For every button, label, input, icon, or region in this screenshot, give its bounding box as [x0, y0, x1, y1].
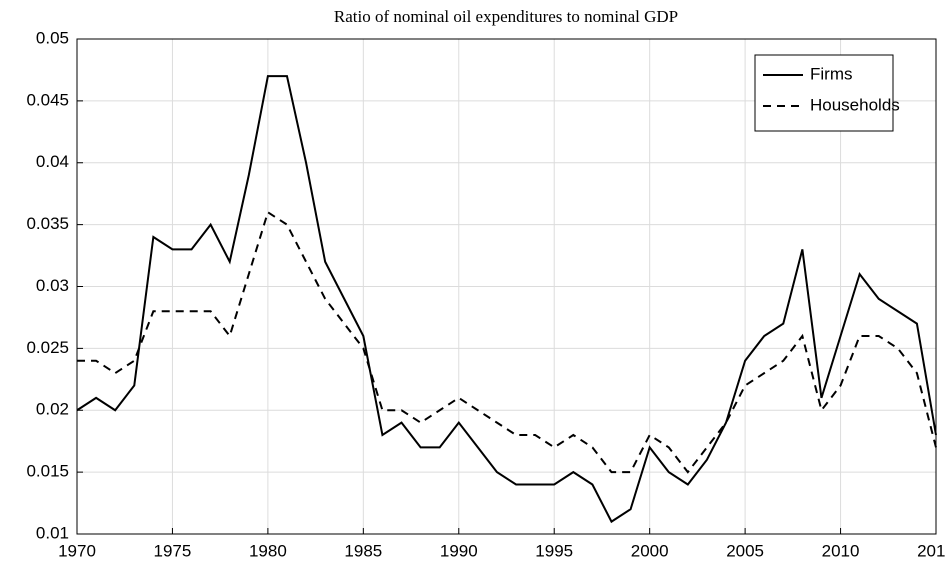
x-tick-label: 2000 [631, 541, 669, 560]
y-tick-label: 0.045 [26, 90, 69, 109]
legend-box [754, 54, 894, 132]
x-tick-label: 2015 [917, 541, 945, 560]
y-tick-label: 0.04 [36, 152, 69, 171]
plot-frame [76, 38, 937, 535]
y-tick-label: 0.05 [36, 28, 69, 47]
y-tick-label: 0.02 [36, 400, 69, 419]
x-tick-label: 1970 [58, 541, 96, 560]
x-tick-label: 1995 [535, 541, 573, 560]
x-tick-label: 1975 [154, 541, 192, 560]
legend-label: Households [810, 95, 900, 114]
x-tick-label: 1990 [440, 541, 478, 560]
series-line [76, 75, 937, 524]
x-tick-label: 2005 [726, 541, 764, 560]
series-line [77, 210, 937, 474]
y-tick-label: 0.035 [26, 214, 69, 233]
x-tick-label: 1985 [344, 541, 382, 560]
y-tick-label: 0.015 [26, 462, 69, 481]
y-tick-label: 0.03 [36, 276, 69, 295]
legend: Firms Households [754, 54, 900, 132]
chart-title: Ratio of nominal oil expenditures to nom… [334, 7, 678, 26]
x-tick-label: 1980 [249, 541, 287, 560]
x-tick-label: 2010 [822, 541, 860, 560]
legend-label: Firms [810, 64, 852, 83]
y-tick-label: 0.025 [26, 338, 69, 357]
y-tick-label: 0.01 [36, 523, 69, 542]
